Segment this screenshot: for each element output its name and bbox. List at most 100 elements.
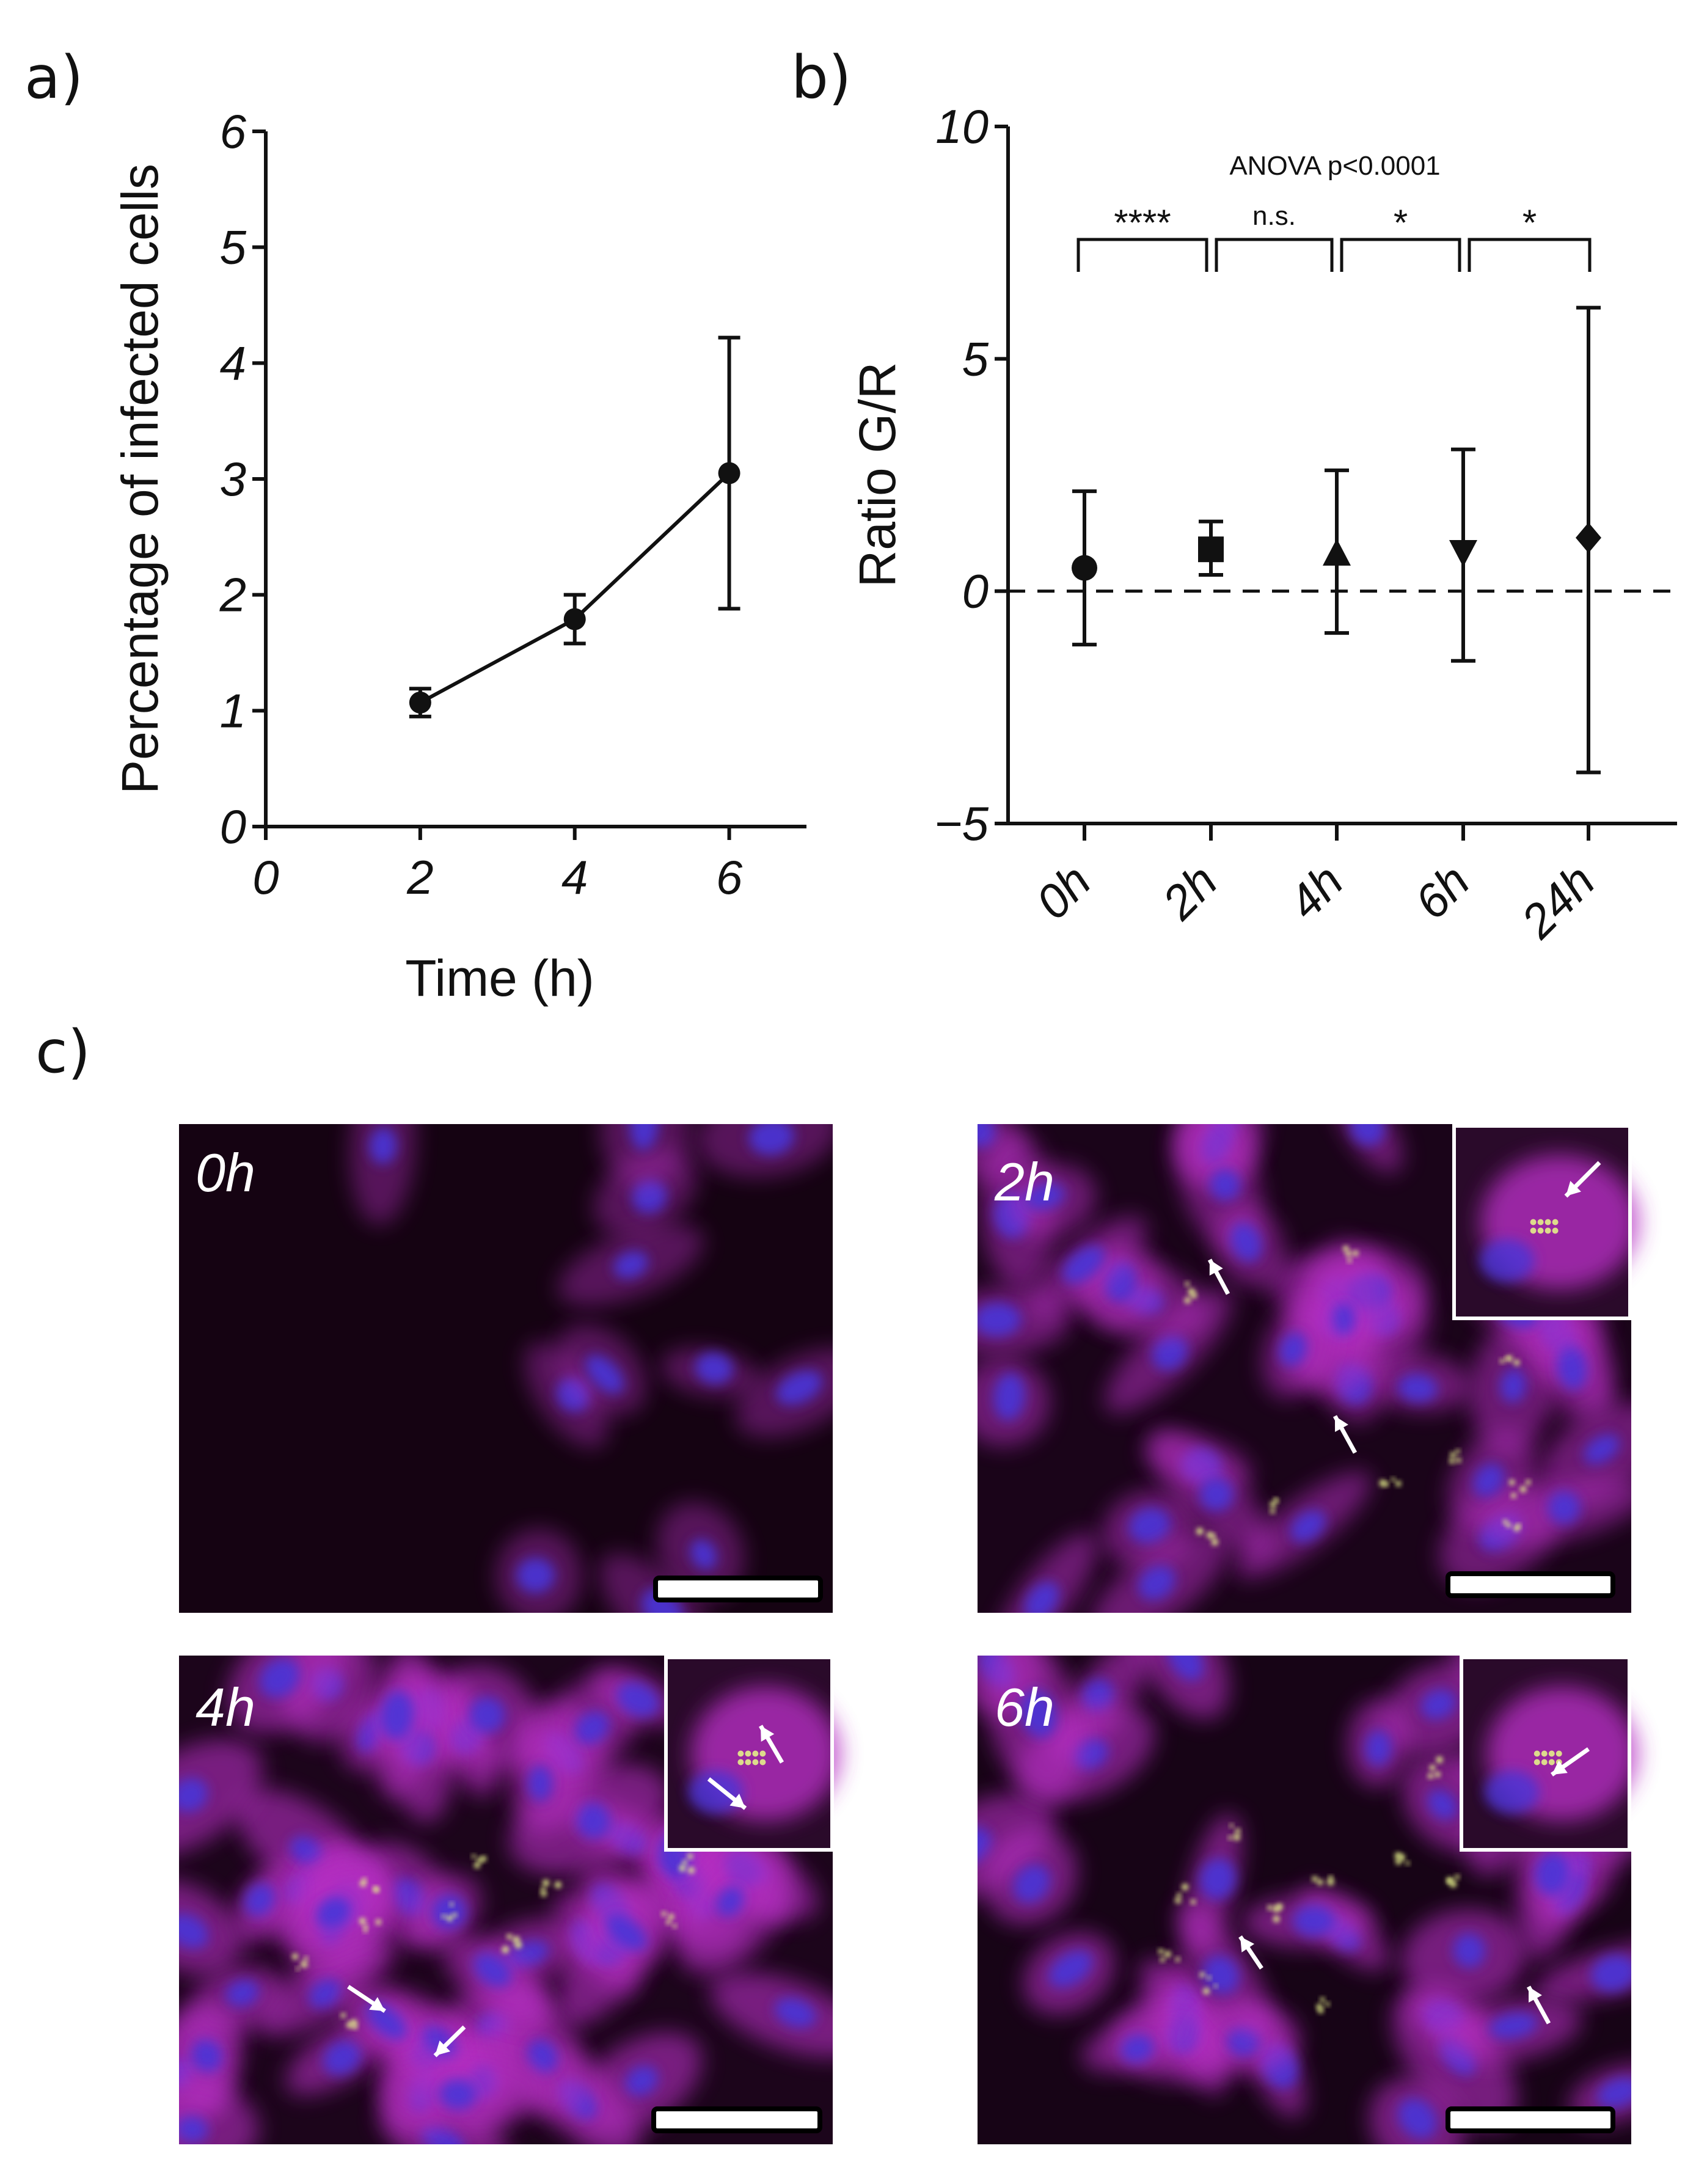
arrowhead-icon [1552, 1760, 1568, 1775]
bacteria [759, 1759, 766, 1766]
data-point [1576, 522, 1601, 553]
bacteria [1164, 1951, 1171, 1958]
bacteria [300, 1960, 308, 1968]
bacteria [1235, 1828, 1241, 1834]
nucleus [366, 2003, 407, 2040]
arrowhead-icon [1240, 1937, 1255, 1952]
bacteria [1325, 2001, 1330, 2007]
significance-bracket [1340, 238, 1461, 272]
bacteria [375, 1919, 382, 1926]
bacteria [1544, 1219, 1551, 1225]
bacteria [1510, 1492, 1516, 1499]
x-tick-label: 4 [561, 850, 588, 904]
nucleus [1024, 1582, 1059, 1613]
bacteria [1513, 1359, 1520, 1366]
bacteria [1160, 1957, 1165, 1962]
nucleus [978, 1124, 996, 1148]
nucleus [1138, 1565, 1175, 1601]
nucleus [1120, 2034, 1154, 2063]
nucleus [380, 1690, 414, 1740]
arrowhead-icon [1566, 1181, 1581, 1196]
nucleus [1013, 1864, 1050, 1903]
nucleus [1584, 1434, 1620, 1464]
bacteria [449, 1902, 454, 1907]
chart-b: −5 0 5 10 0h 2h 4h 6h 24h Ratio G/R ANOVA p<0.0… [849, 100, 1677, 949]
nucleus [1293, 1905, 1335, 1937]
scale-bar [653, 1576, 823, 1602]
nucleus [775, 1998, 816, 2028]
nucleus [978, 1302, 1022, 1337]
bacteria [473, 1861, 481, 1869]
bacteria [446, 1915, 453, 1922]
y-tick-label: 3 [220, 452, 246, 506]
nucleus [574, 1711, 610, 1745]
x-tick-label: 6h [1404, 854, 1480, 930]
nucleus [1420, 1689, 1457, 1720]
bacteria [1273, 1905, 1280, 1913]
bacteria [1436, 1756, 1443, 1764]
bacteria [1555, 1750, 1562, 1757]
nucleus [978, 1827, 992, 1865]
inset-4h [664, 1656, 841, 1852]
bacteria [1427, 1773, 1434, 1779]
bacteria [1176, 1893, 1182, 1898]
nucleus [695, 1352, 733, 1384]
bacteria [359, 1880, 367, 1887]
bacteria [1185, 1281, 1190, 1287]
bacteria [363, 1928, 368, 1933]
bacteria [1499, 1358, 1505, 1364]
bacteria [1434, 1771, 1441, 1778]
nucleus [748, 1124, 794, 1155]
bacteria [665, 1919, 671, 1925]
nucleus [1167, 1656, 1204, 1681]
panel-a-label: a) [24, 43, 83, 112]
nucleus [630, 1124, 659, 1150]
bacteria [1541, 1759, 1548, 1766]
bacteria [1455, 1449, 1460, 1454]
chart-a-x-axis-title: Time (h) [405, 949, 594, 1007]
nucleus [1025, 1183, 1065, 1210]
bacteria [1270, 1501, 1277, 1508]
micrograph-6h: 6h [978, 1656, 1638, 2144]
bacteria [1548, 1759, 1555, 1766]
x-tick-label: 24h [1510, 854, 1605, 949]
arrowhead-icon [1209, 1260, 1223, 1276]
bacteria [1207, 1975, 1212, 1980]
nucleus [624, 2065, 659, 2096]
bacteria [540, 1890, 547, 1897]
chart-a: 0 1 2 3 4 5 6 0 2 4 6 Percentage of infected cell… [111, 104, 806, 1007]
bacteria [1320, 1997, 1325, 2003]
bacteria [682, 1860, 687, 1865]
bacteria [687, 1853, 693, 1860]
bacteria [1450, 1452, 1456, 1458]
data-point [718, 462, 740, 484]
bacteria [1229, 1824, 1234, 1828]
bacteria [1199, 1971, 1205, 1978]
inset-2h [1452, 1124, 1639, 1320]
chart-a-x-ticks: 0 2 4 6 [252, 827, 743, 904]
chart-b-y-axis-title: Ratio G/R [849, 362, 906, 588]
chart-a-y-ticks: 0 1 2 3 4 5 6 [219, 104, 266, 853]
nucleus [690, 1539, 717, 1570]
bacteria [1345, 1251, 1352, 1257]
significance-bracket [1468, 238, 1592, 272]
nucleus [688, 1770, 744, 1814]
micrograph-0h: 0h [179, 1124, 833, 1613]
scale-bar [651, 2106, 822, 2133]
nucleus [516, 1558, 555, 1593]
nucleus [1489, 2012, 1538, 2039]
panel-b-label: b) [791, 43, 851, 112]
bacteria [1275, 1499, 1279, 1503]
bacteria [1533, 1759, 1540, 1766]
bacteria [1317, 1879, 1323, 1885]
x-tick-label: 4h [1278, 854, 1353, 930]
bacteria [1455, 1874, 1460, 1880]
nucleus [1453, 1933, 1485, 1968]
bacteria [296, 1967, 300, 1971]
micrograph-2h: 2h [978, 1124, 1639, 1613]
nucleus [1199, 1477, 1234, 1511]
bacteria [1383, 1481, 1389, 1487]
arrowhead-icon [369, 1996, 385, 2011]
scale-bar [1446, 2106, 1615, 2133]
